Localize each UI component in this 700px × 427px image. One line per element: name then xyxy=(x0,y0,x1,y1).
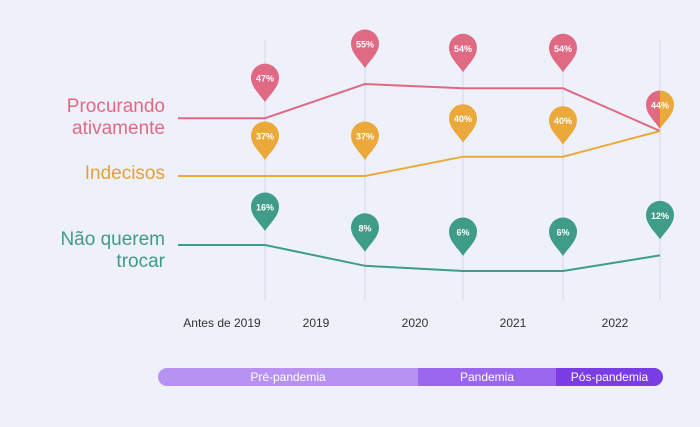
data-label: 16% xyxy=(256,203,274,213)
marker-pin xyxy=(449,104,477,143)
phase-pos-pandemia: Pós-pandemia xyxy=(556,368,663,386)
marker: 55% xyxy=(351,29,379,68)
marker: 37% xyxy=(251,121,279,160)
marker-pin xyxy=(549,217,577,256)
data-label: 54% xyxy=(554,44,572,54)
x-tick-label: 2019 xyxy=(303,316,330,330)
marker-pin-left xyxy=(646,90,660,129)
x-tick-label: 2022 xyxy=(602,316,629,330)
series-line-1 xyxy=(178,130,661,177)
phase-pandemia: Pandemia xyxy=(418,368,556,386)
data-label: 44% xyxy=(651,101,669,111)
marker-pin xyxy=(251,192,279,231)
data-label: 54% xyxy=(454,44,472,54)
data-label: 47% xyxy=(256,74,274,84)
series-line-0 xyxy=(178,82,661,132)
data-label: 37% xyxy=(356,132,374,142)
data-label: 40% xyxy=(454,114,472,124)
data-label: 55% xyxy=(356,40,374,50)
marker: 8% xyxy=(351,213,379,252)
marker: 40% xyxy=(449,104,477,143)
data-label: 6% xyxy=(556,228,569,238)
data-label: 6% xyxy=(456,228,469,238)
marker: 44% xyxy=(646,90,674,129)
marker-pin xyxy=(449,33,477,73)
marker: 54% xyxy=(549,33,577,73)
marker: 54% xyxy=(449,33,477,73)
series-label-procurando: Procurando ativamente xyxy=(66,96,165,139)
marker: 6% xyxy=(449,217,477,256)
marker-pin xyxy=(449,217,477,256)
marker-pin xyxy=(351,121,379,160)
marker-pin-right xyxy=(660,90,674,129)
marker: 47% xyxy=(251,63,279,103)
timeline-bar: Pré-pandemia Pandemia Pós-pandemia xyxy=(158,368,663,386)
series-label-nao-querem: Não querem trocar xyxy=(60,229,165,272)
marker: 37% xyxy=(351,121,379,160)
series-line-2 xyxy=(178,244,661,272)
data-label: 12% xyxy=(651,211,669,221)
x-tick-label: 2020 xyxy=(402,316,429,330)
data-label: 8% xyxy=(358,223,371,233)
data-label: 37% xyxy=(256,132,274,142)
marker-pin xyxy=(549,33,577,73)
marker-pin xyxy=(549,106,577,145)
data-label: 40% xyxy=(554,116,572,126)
phase-pre-pandemia: Pré-pandemia xyxy=(158,368,418,386)
marker-pin xyxy=(646,200,674,240)
marker: 16% xyxy=(251,192,279,231)
marker-pin xyxy=(251,63,279,103)
marker-pin xyxy=(351,213,379,252)
marker-pin xyxy=(251,121,279,160)
series-label-indecisos: Indecisos xyxy=(84,163,165,184)
marker: 40% xyxy=(549,106,577,145)
marker: 12% xyxy=(646,200,674,240)
x-tick-label: Antes de 2019 xyxy=(183,316,261,330)
marker-pin xyxy=(351,29,379,68)
marker: 6% xyxy=(549,217,577,256)
x-tick-label: 2021 xyxy=(500,316,527,330)
